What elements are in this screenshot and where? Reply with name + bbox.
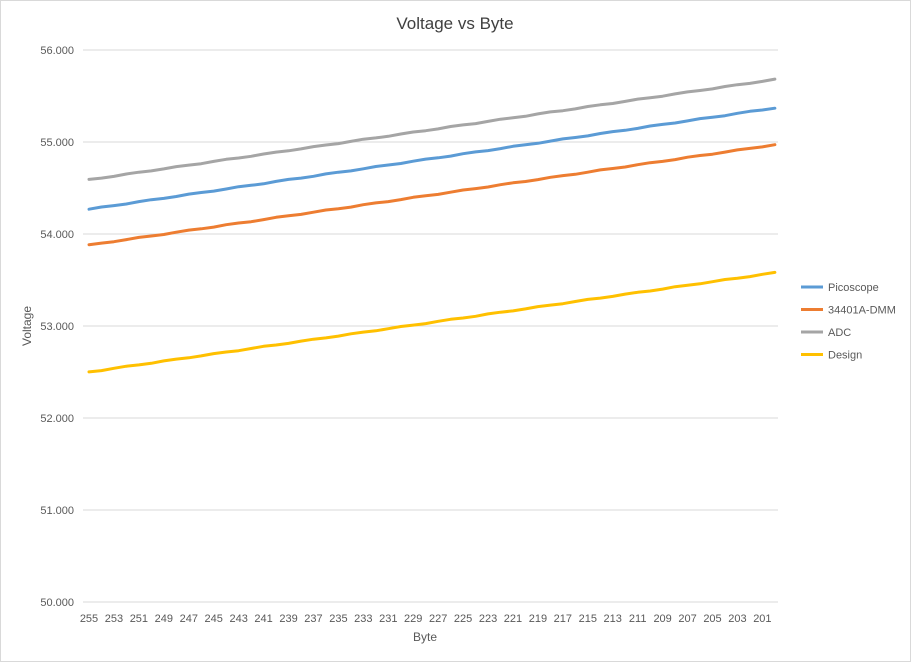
x-tick-label: 203 — [728, 613, 746, 625]
legend-label: 34401A-DMM — [828, 305, 896, 317]
series-line-picoscope — [87, 106, 777, 211]
x-tick-label: 213 — [604, 613, 622, 625]
y-tick-label: 52.000 — [40, 413, 74, 425]
y-tick-label: 51.000 — [40, 505, 74, 517]
x-tick-label: 235 — [329, 613, 347, 625]
x-tick-label: 223 — [479, 613, 497, 625]
series-line-design — [87, 270, 777, 374]
x-axis-title: Byte — [413, 630, 437, 644]
x-tick-label: 251 — [130, 613, 148, 625]
x-tick-label: 211 — [629, 613, 647, 625]
series-lines — [87, 77, 777, 374]
y-tick-label: 54.000 — [40, 229, 74, 241]
x-tick-label: 205 — [703, 613, 721, 625]
x-tick-label: 237 — [304, 613, 322, 625]
legend-label: Design — [828, 350, 862, 362]
x-tick-label: 255 — [80, 613, 98, 625]
y-axis-title: Voltage — [20, 306, 34, 346]
x-tick-label: 249 — [155, 613, 173, 625]
legend-label: ADC — [828, 327, 851, 339]
legend: Picoscope 34401A-DMM ADC Design — [801, 282, 896, 362]
x-tick-label: 215 — [579, 613, 597, 625]
x-axis-ticks: 255 253 251 249 247 245 243 241 239 237 235 233 231 2… — [80, 613, 772, 625]
legend-label: Picoscope — [828, 282, 879, 294]
x-tick-label: 241 — [254, 613, 272, 625]
x-tick-label: 229 — [404, 613, 422, 625]
x-tick-label: 219 — [529, 613, 547, 625]
y-tick-label: 56.000 — [40, 45, 74, 57]
x-tick-label: 201 — [753, 613, 771, 625]
x-tick-label: 243 — [229, 613, 247, 625]
x-tick-label: 217 — [554, 613, 572, 625]
x-tick-label: 239 — [279, 613, 297, 625]
series-line-adc — [87, 77, 777, 181]
x-tick-label: 225 — [454, 613, 472, 625]
x-tick-label: 207 — [678, 613, 696, 625]
x-tick-label: 209 — [653, 613, 671, 625]
x-tick-label: 253 — [105, 613, 123, 625]
series-line-34401a-dmm — [87, 143, 777, 247]
x-tick-label: 221 — [504, 613, 522, 625]
y-tick-label: 50.000 — [40, 597, 74, 609]
x-tick-label: 231 — [379, 613, 397, 625]
x-tick-label: 247 — [180, 613, 198, 625]
x-tick-label: 227 — [429, 613, 447, 625]
gridlines — [83, 49, 778, 603]
y-tick-label: 53.000 — [40, 321, 74, 333]
y-axis-ticks: 50.000 51.000 52.000 53.000 54.000 55.000 56.0… — [40, 45, 74, 609]
y-tick-label: 55.000 — [40, 137, 74, 149]
chart-title: Voltage vs Byte — [396, 14, 513, 33]
x-tick-label: 233 — [354, 613, 372, 625]
x-tick-label: 245 — [205, 613, 223, 625]
